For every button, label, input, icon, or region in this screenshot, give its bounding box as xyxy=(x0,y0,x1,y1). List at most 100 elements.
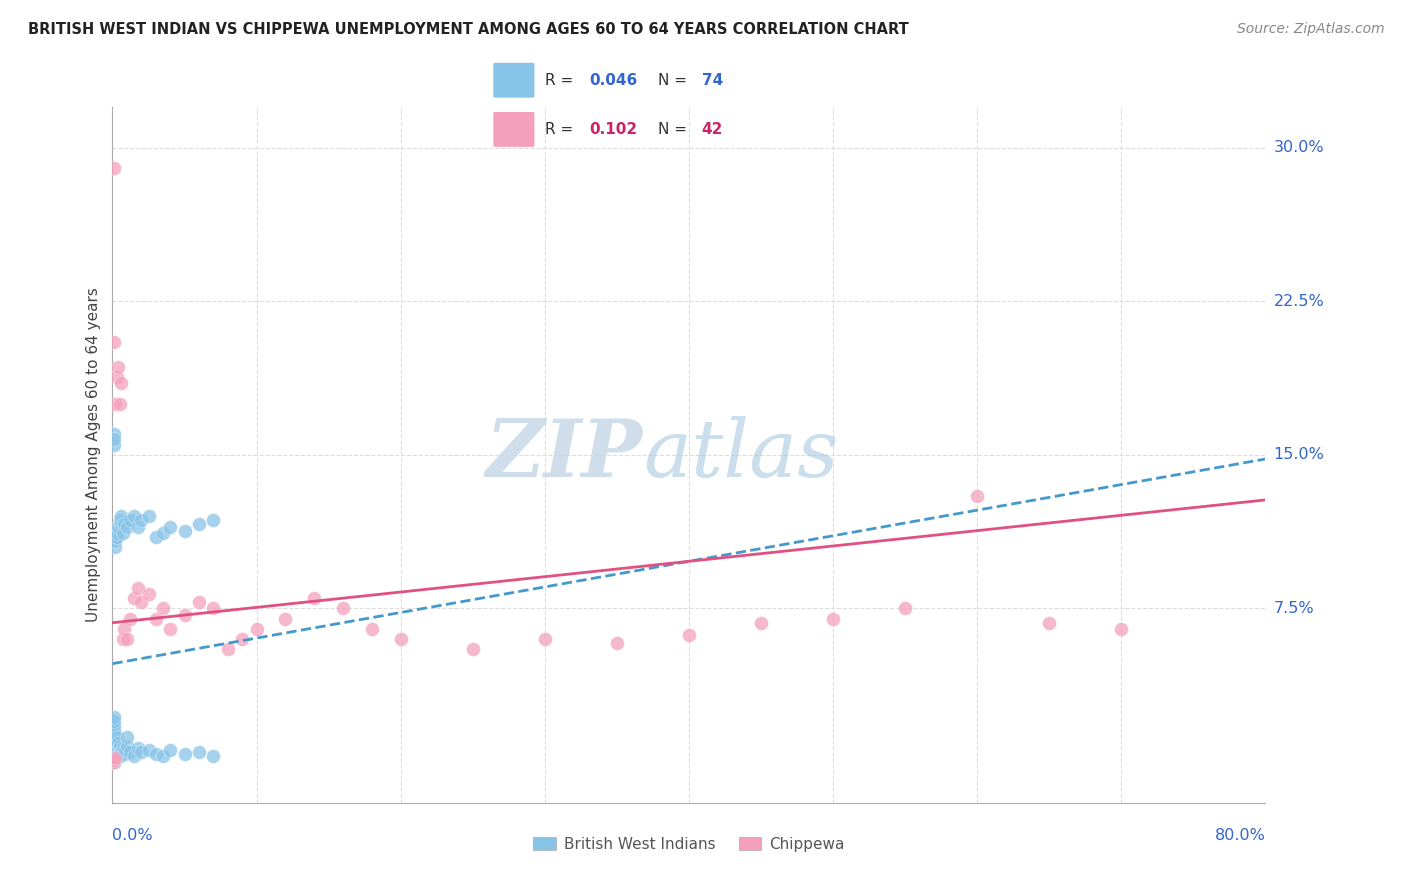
Point xyxy=(118,612,141,626)
Point xyxy=(103,748,125,763)
Text: 15.0%: 15.0% xyxy=(1274,448,1324,462)
Point xyxy=(966,489,988,503)
Point xyxy=(103,751,125,765)
Text: N =: N = xyxy=(658,72,692,87)
Point xyxy=(115,739,138,753)
Point xyxy=(108,397,131,411)
Text: Source: ZipAtlas.com: Source: ZipAtlas.com xyxy=(1237,22,1385,37)
Point xyxy=(107,519,129,533)
Point xyxy=(129,595,153,609)
Point xyxy=(107,736,129,750)
Point xyxy=(103,714,125,728)
Point xyxy=(103,734,125,748)
Point xyxy=(129,513,153,527)
Point xyxy=(105,731,128,745)
Point xyxy=(360,622,382,636)
Point xyxy=(103,724,125,739)
Point xyxy=(104,748,127,763)
Point xyxy=(103,335,125,350)
Point xyxy=(103,736,125,750)
Point xyxy=(104,745,127,759)
Point xyxy=(104,734,127,748)
Point xyxy=(103,753,125,767)
Point xyxy=(606,636,628,650)
Point xyxy=(105,751,128,765)
Point xyxy=(127,519,149,533)
Point xyxy=(103,722,125,736)
Point xyxy=(103,438,125,452)
Point xyxy=(173,747,195,761)
Point xyxy=(105,525,128,540)
Point xyxy=(107,747,129,761)
Point xyxy=(110,509,132,524)
Point xyxy=(173,524,195,538)
Point xyxy=(103,755,125,769)
Point xyxy=(274,612,297,626)
Point xyxy=(152,525,174,540)
Point xyxy=(145,530,167,544)
Point xyxy=(188,595,211,609)
Point xyxy=(108,513,131,527)
Point xyxy=(127,740,149,755)
Point xyxy=(112,517,135,532)
Point xyxy=(145,612,167,626)
Point xyxy=(678,628,700,642)
Point xyxy=(821,612,844,626)
Point xyxy=(461,642,484,657)
FancyBboxPatch shape xyxy=(494,112,534,147)
Point xyxy=(114,742,136,756)
Point xyxy=(122,591,145,606)
Point xyxy=(111,740,134,755)
Point xyxy=(103,740,125,755)
Point xyxy=(103,755,125,769)
Point xyxy=(122,509,145,524)
Point xyxy=(145,747,167,761)
Point xyxy=(105,530,128,544)
Point xyxy=(389,632,412,646)
Text: 80.0%: 80.0% xyxy=(1215,828,1265,843)
Point xyxy=(107,359,129,374)
Point xyxy=(122,748,145,763)
Point xyxy=(103,728,125,742)
Point xyxy=(112,747,135,761)
Point xyxy=(1111,622,1133,636)
Text: N =: N = xyxy=(658,122,692,137)
Point xyxy=(103,747,125,761)
Point xyxy=(304,591,326,606)
Point xyxy=(104,540,127,554)
Text: R =: R = xyxy=(546,72,578,87)
Point xyxy=(110,376,132,391)
Point xyxy=(115,632,138,646)
Point xyxy=(108,739,131,753)
Point xyxy=(104,397,127,411)
Point xyxy=(217,642,239,657)
Point xyxy=(202,513,225,527)
Point xyxy=(152,748,174,763)
Point xyxy=(202,601,225,615)
Point xyxy=(118,513,141,527)
Point xyxy=(332,601,354,615)
Point xyxy=(231,632,253,646)
Point xyxy=(103,161,125,176)
Point xyxy=(103,731,125,745)
Point xyxy=(749,615,772,630)
Point xyxy=(129,745,153,759)
Point xyxy=(138,587,160,601)
Text: R =: R = xyxy=(546,122,578,137)
Point xyxy=(202,748,225,763)
Text: 74: 74 xyxy=(702,72,723,87)
Point xyxy=(159,742,181,756)
Text: ZIP: ZIP xyxy=(486,417,643,493)
Text: 42: 42 xyxy=(702,122,723,137)
Point xyxy=(118,745,141,759)
Text: BRITISH WEST INDIAN VS CHIPPEWA UNEMPLOYMENT AMONG AGES 60 TO 64 YEARS CORRELATI: BRITISH WEST INDIAN VS CHIPPEWA UNEMPLOY… xyxy=(28,22,908,37)
Point xyxy=(104,740,127,755)
Text: 0.0%: 0.0% xyxy=(112,828,153,843)
Text: 7.5%: 7.5% xyxy=(1274,601,1315,615)
Point xyxy=(188,745,211,759)
Point xyxy=(188,517,211,532)
Point xyxy=(138,742,160,756)
Point xyxy=(103,427,125,442)
Point xyxy=(111,632,134,646)
Point xyxy=(103,710,125,724)
